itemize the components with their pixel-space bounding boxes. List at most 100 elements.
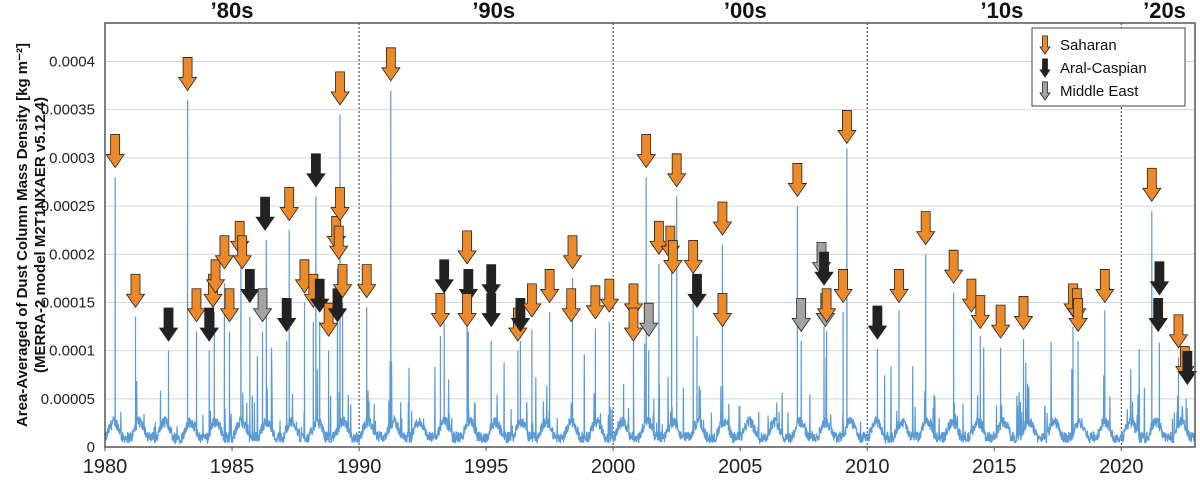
event-arrow-aral-caspian [867, 305, 888, 340]
x-tick-label: 1980 [83, 456, 128, 478]
event-arrow-saharan [712, 293, 733, 328]
event-arrows [105, 47, 1198, 386]
x-tick-label: 2010 [845, 456, 890, 478]
x-tick-label: 1985 [210, 456, 255, 478]
event-arrow-saharan [219, 288, 240, 323]
event-arrow-saharan [1168, 314, 1189, 349]
x-tick-labels: 1980 1985 1990 1995 2000 2005 2010 2015 2020 [83, 447, 1144, 478]
event-arrow-saharan [330, 187, 350, 222]
legend-arrow-aral-caspian-icon [1039, 58, 1051, 78]
decade-label: ’20s [1143, 0, 1186, 23]
event-arrow-saharan [328, 225, 349, 260]
event-arrow-saharan [990, 304, 1011, 339]
legend-label: Middle East [1060, 83, 1139, 100]
legend-arrow-saharan-icon [1039, 35, 1051, 55]
x-tick-label: 2000 [591, 456, 636, 478]
event-arrow-saharan [585, 285, 606, 320]
event-arrow-saharan [787, 163, 808, 198]
event-arrow-aral-caspian [434, 259, 454, 294]
event-arrow-saharan [457, 230, 477, 265]
y-tick-label: 0.00005 [41, 391, 95, 408]
event-arrow-saharan [970, 295, 991, 330]
gridlines [105, 61, 1195, 400]
event-arrow-saharan [712, 201, 733, 236]
y-axis-label-line2: (MERRA-2 model M2T1NXAER v5.12.4) [32, 97, 49, 373]
event-arrow-aral-caspian [199, 307, 219, 342]
y-tick-label: 0 [87, 439, 95, 456]
decade-label: ’10s [980, 0, 1023, 23]
event-arrow-saharan [214, 235, 235, 270]
event-arrow-saharan [381, 47, 401, 82]
event-arrow-saharan [943, 249, 964, 284]
event-arrow-aral-caspian [1177, 350, 1198, 386]
event-arrow-saharan [599, 278, 620, 313]
y-tick-label: 0.0002 [49, 246, 95, 263]
event-arrow-aral-caspian [481, 264, 501, 299]
event-arrow-aral-caspian [510, 297, 531, 333]
event-arrow-saharan [816, 288, 837, 323]
event-arrow-saharan [205, 259, 226, 294]
event-arrow-saharan [232, 235, 252, 270]
event-arrow-middle-east [791, 297, 811, 333]
event-arrow-saharan [889, 269, 909, 304]
decade-labels: ’80s ’90s ’00s ’10s ’20s [211, 0, 1186, 23]
event-arrow-aral-caspian [306, 153, 326, 188]
event-arrow-saharan [1095, 269, 1115, 304]
legend-label: Aral-Caspian [1060, 60, 1147, 77]
event-arrow-middle-east [638, 302, 659, 337]
y-tick-labels: 0 0.00005 0.0001 0.00015 0.0002 0.00025 0.0003… [41, 54, 95, 456]
event-arrow-saharan [915, 211, 936, 246]
event-arrow-saharan [837, 110, 857, 145]
decade-label: ’80s [211, 0, 254, 23]
event-arrow-saharan [186, 288, 207, 323]
event-arrow-saharan [561, 288, 581, 323]
y-tick-label: 0.00015 [41, 294, 95, 311]
event-arrow-saharan [1142, 167, 1162, 202]
y-tick-label: 0.0003 [49, 150, 95, 167]
event-arrow-aral-caspian [814, 251, 834, 286]
y-tick-label: 0.0001 [49, 343, 95, 360]
event-arrow-saharan [279, 187, 299, 222]
y-tick-label: 0.00035 [41, 102, 95, 119]
event-arrow-aral-caspian [255, 196, 275, 231]
x-tick-label: 2015 [972, 456, 1017, 478]
event-arrow-aral-caspian [1149, 261, 1170, 296]
event-arrow-saharan [457, 293, 477, 328]
event-arrow-aral-caspian [158, 307, 179, 342]
event-arrow-saharan [833, 269, 853, 304]
legend-arrow-middle-east-icon [1039, 81, 1051, 101]
series-dust-density [104, 90, 1196, 445]
event-arrow-saharan [623, 307, 644, 342]
event-arrow-saharan [356, 264, 377, 299]
y-tick-label: 0.00025 [41, 198, 95, 215]
event-arrow-saharan [1013, 296, 1034, 331]
legend-box [1031, 27, 1186, 107]
event-arrow-saharan [105, 134, 125, 169]
event-arrow-saharan [177, 57, 198, 92]
series-line [104, 90, 1196, 445]
event-arrow-saharan [663, 240, 683, 275]
event-arrow-aral-caspian [687, 273, 707, 308]
event-arrow-aral-caspian [1148, 297, 1168, 333]
event-arrow-saharan [125, 273, 146, 308]
event-arrow-saharan [539, 269, 560, 304]
event-arrow-aral-caspian [276, 297, 297, 333]
event-arrow-aral-caspian [240, 269, 260, 304]
event-arrow-aral-caspian [481, 293, 501, 328]
event-arrow-saharan [562, 235, 583, 270]
decade-label: ’90s [472, 0, 515, 23]
decade-dividers [358, 23, 1122, 447]
x-tick-label: 2005 [718, 456, 763, 478]
legend-label: Saharan [1060, 37, 1117, 54]
x-tick-label: 2020 [1099, 456, 1144, 478]
x-tick-label: 1995 [464, 456, 509, 478]
event-arrow-saharan [332, 264, 353, 299]
legend: Saharan Aral-Caspian Middle East [1031, 27, 1186, 107]
y-tick-label: 0.0004 [49, 54, 95, 71]
event-arrow-saharan [666, 153, 687, 188]
plot-frame [104, 22, 1196, 448]
event-arrow-saharan [1068, 297, 1088, 333]
event-arrow-saharan [636, 134, 656, 169]
event-arrow-saharan [522, 283, 542, 318]
